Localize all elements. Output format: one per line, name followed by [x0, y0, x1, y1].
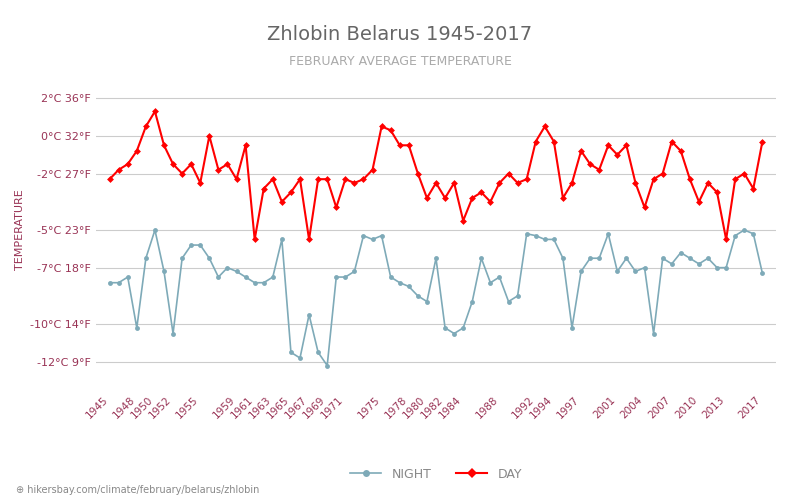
Line: NIGHT: NIGHT	[107, 228, 765, 368]
Text: Zhlobin Belarus 1945-2017: Zhlobin Belarus 1945-2017	[267, 25, 533, 44]
NIGHT	[712, 264, 722, 270]
DAY	[250, 236, 259, 242]
NIGHT	[341, 274, 350, 280]
Line: DAY: DAY	[107, 109, 765, 242]
Y-axis label: TEMPERATURE: TEMPERATURE	[15, 190, 25, 270]
DAY	[268, 176, 278, 182]
NIGHT	[259, 280, 269, 285]
Text: FEBRUARY AVERAGE TEMPERATURE: FEBRUARY AVERAGE TEMPERATURE	[289, 55, 511, 68]
NIGHT	[685, 255, 694, 261]
NIGHT	[758, 270, 767, 276]
DAY	[685, 176, 694, 182]
DAY	[712, 190, 722, 196]
DAY	[450, 180, 459, 186]
DAY	[105, 176, 114, 182]
Legend: NIGHT, DAY: NIGHT, DAY	[345, 463, 527, 486]
NIGHT	[450, 330, 459, 336]
DAY	[150, 108, 160, 114]
DAY	[667, 138, 677, 144]
NIGHT	[667, 261, 677, 267]
NIGHT	[322, 362, 332, 368]
NIGHT	[150, 227, 160, 233]
DAY	[341, 176, 350, 182]
NIGHT	[105, 280, 114, 285]
DAY	[758, 138, 767, 144]
Text: ⊕ hikersbay.com/climate/february/belarus/zhlobin: ⊕ hikersbay.com/climate/february/belarus…	[16, 485, 259, 495]
